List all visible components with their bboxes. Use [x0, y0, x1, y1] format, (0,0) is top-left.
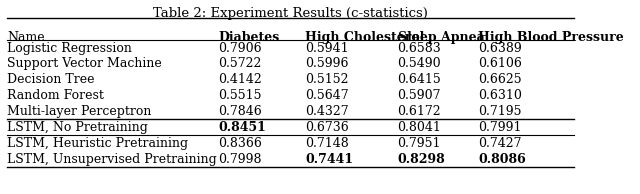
Text: 0.6583: 0.6583	[397, 42, 441, 55]
Text: 0.8086: 0.8086	[479, 153, 526, 166]
Text: Logistic Regression: Logistic Regression	[7, 42, 132, 55]
Text: Sleep Apnea: Sleep Apnea	[397, 31, 484, 44]
Text: 0.5941: 0.5941	[305, 42, 349, 55]
Text: Name: Name	[7, 31, 45, 44]
Text: Decision Tree: Decision Tree	[7, 73, 95, 86]
Text: Table 2: Experiment Results (c-statistics): Table 2: Experiment Results (c-statistic…	[153, 7, 428, 20]
Text: 0.5907: 0.5907	[397, 89, 441, 102]
Text: 0.5152: 0.5152	[305, 73, 349, 86]
Text: 0.5490: 0.5490	[397, 57, 441, 70]
Text: 0.7991: 0.7991	[479, 121, 522, 134]
Text: 0.8366: 0.8366	[218, 137, 262, 150]
Text: 0.7148: 0.7148	[305, 137, 349, 150]
Text: LSTM, Heuristic Pretraining: LSTM, Heuristic Pretraining	[7, 137, 188, 150]
Text: 0.7998: 0.7998	[218, 153, 262, 166]
Text: 0.7427: 0.7427	[479, 137, 522, 150]
Text: Random Forest: Random Forest	[7, 89, 104, 102]
Text: 0.6172: 0.6172	[397, 105, 441, 118]
Text: Diabetes: Diabetes	[218, 31, 280, 44]
Text: LSTM, No Pretraining: LSTM, No Pretraining	[7, 121, 148, 134]
Text: 0.6389: 0.6389	[479, 42, 522, 55]
Text: 0.7441: 0.7441	[305, 153, 353, 166]
Text: 0.8041: 0.8041	[397, 121, 442, 134]
Text: 0.7846: 0.7846	[218, 105, 262, 118]
Text: Support Vector Machine: Support Vector Machine	[7, 57, 162, 70]
Text: 0.5647: 0.5647	[305, 89, 349, 102]
Text: 0.4327: 0.4327	[305, 105, 349, 118]
Text: Multi-layer Perceptron: Multi-layer Perceptron	[7, 105, 152, 118]
Text: 0.7195: 0.7195	[479, 105, 522, 118]
Text: 0.7906: 0.7906	[218, 42, 262, 55]
Text: 0.6736: 0.6736	[305, 121, 349, 134]
Text: LSTM, Unsupervised Pretraining: LSTM, Unsupervised Pretraining	[7, 153, 217, 166]
Text: 0.8298: 0.8298	[397, 153, 445, 166]
Text: 0.6106: 0.6106	[479, 57, 522, 70]
Text: 0.6415: 0.6415	[397, 73, 441, 86]
Text: 0.5996: 0.5996	[305, 57, 349, 70]
Text: 0.4142: 0.4142	[218, 73, 262, 86]
Text: 0.6310: 0.6310	[479, 89, 522, 102]
Text: 0.5515: 0.5515	[218, 89, 262, 102]
Text: 0.8451: 0.8451	[218, 121, 266, 134]
Text: High Blood Pressure: High Blood Pressure	[479, 31, 624, 44]
Text: High Cholesterol: High Cholesterol	[305, 31, 424, 44]
Text: 0.6625: 0.6625	[479, 73, 522, 86]
Text: 0.7951: 0.7951	[397, 137, 441, 150]
Text: 0.5722: 0.5722	[218, 57, 262, 70]
